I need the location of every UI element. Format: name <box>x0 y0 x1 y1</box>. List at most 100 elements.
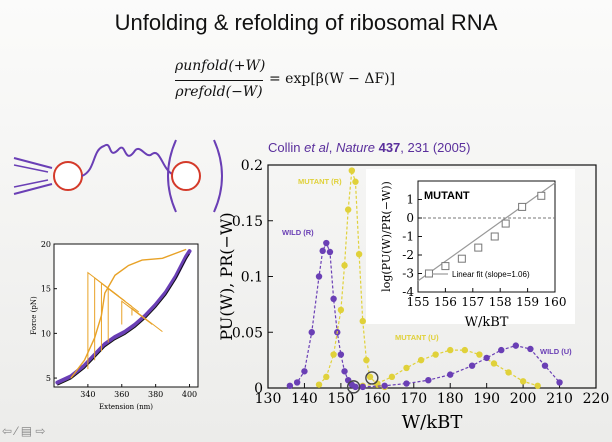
data-point <box>359 317 366 325</box>
x-tick-label: 156 <box>434 295 457 309</box>
data-point <box>425 376 432 384</box>
crossing-marker <box>365 371 379 385</box>
data-point <box>286 382 294 389</box>
data-point <box>315 381 323 388</box>
data-point <box>319 247 326 255</box>
data-point <box>344 206 352 213</box>
fraction-bar <box>175 80 263 81</box>
data-point <box>388 373 396 381</box>
citation-pages: , 231 (2005) <box>400 140 471 155</box>
nav-icons[interactable]: ⇦ ⁄ ▤ ⇨ <box>2 424 46 438</box>
x-tick-label: 160 <box>364 391 391 407</box>
data-point <box>541 362 549 369</box>
relax-trace <box>70 248 187 379</box>
x-tick-label: 157 <box>461 295 484 309</box>
data-point <box>403 380 410 387</box>
fit-line <box>417 182 556 282</box>
data-point <box>363 356 370 364</box>
series-annotation: MUTANT (R) <box>298 177 342 186</box>
x-tick-label: 150 <box>328 391 355 407</box>
data-point <box>348 167 356 174</box>
data-point <box>341 262 348 269</box>
data-point <box>355 251 363 258</box>
series-line <box>318 170 385 388</box>
data-point <box>308 329 315 336</box>
y-axis-label: PU(W), PR(−W) <box>217 212 236 340</box>
x-tick-label: 220 <box>583 391 610 407</box>
y-axis-label: Force (pN) <box>30 296 38 335</box>
citation-authors: Collin <box>268 140 305 155</box>
data-point <box>441 262 450 271</box>
y-tick-label: 1 <box>406 193 414 207</box>
data-point <box>461 346 468 354</box>
x-tick-label: 200 <box>510 391 537 407</box>
y-tick-label: -4 <box>402 285 414 299</box>
equation-rhs: = exp[β(W − ΔF)] <box>269 71 396 87</box>
data-point <box>483 354 490 362</box>
x-tick-label: 159 <box>516 295 539 309</box>
y-tick-label: 5 <box>46 374 51 383</box>
data-point <box>498 346 505 354</box>
x-tick-label: 340 <box>80 390 95 399</box>
y-tick-label: 0.15 <box>232 214 263 230</box>
y-tick-label: 20 <box>41 240 51 249</box>
y-tick-label: 15 <box>41 285 51 294</box>
data-point <box>417 356 425 364</box>
slide-navigation-toolbar[interactable]: ⇦ ⁄ ▤ ⇨ <box>2 424 45 440</box>
data-point <box>468 362 476 369</box>
x-tick-label: 158 <box>489 295 512 309</box>
y-tick-label: 10 <box>41 329 51 338</box>
equation-denominator: ρrefold(−W) <box>175 84 263 100</box>
data-point <box>381 382 388 389</box>
data-point <box>366 373 374 381</box>
data-point <box>490 360 498 367</box>
data-point <box>330 351 337 358</box>
y-tick-label: 0.05 <box>232 325 263 341</box>
x-tick-label: 130 <box>255 391 282 407</box>
data-point <box>326 248 334 256</box>
slide-title: Unfolding & refolding of ribosomal RNA <box>114 10 498 35</box>
data-point <box>527 345 534 353</box>
rip-trace <box>131 307 163 332</box>
data-point <box>490 232 499 241</box>
y-tick-label: 0.1 <box>241 270 263 286</box>
pull-trace <box>55 249 192 385</box>
data-point <box>534 382 541 389</box>
x-tick-label: 190 <box>473 391 500 407</box>
y-tick-label: -3 <box>402 267 414 281</box>
data-point <box>330 295 337 302</box>
y-tick-label: 0 <box>406 211 414 225</box>
x-tick-label: 380 <box>148 390 163 399</box>
y-tick-label: 0 <box>254 381 263 397</box>
data-point <box>323 373 330 381</box>
data-point <box>476 351 483 358</box>
data-point <box>352 178 359 185</box>
data-point <box>501 219 510 228</box>
data-point <box>352 383 359 391</box>
inset-title: MUTANT <box>424 190 470 202</box>
x-tick-label: 180 <box>437 391 464 407</box>
data-point <box>337 351 345 358</box>
x-tick-label: 170 <box>400 391 427 407</box>
data-point <box>447 371 454 378</box>
x-axis-label: Extension (nm) <box>99 403 153 411</box>
crossing-marker <box>346 380 361 394</box>
data-point <box>403 364 410 372</box>
data-point <box>315 273 323 280</box>
x-axis-label: W/kBT <box>465 315 509 330</box>
citation-journal: Nature <box>335 140 375 155</box>
pull-trace-core <box>57 253 190 386</box>
x-tick-label: 140 <box>291 391 318 407</box>
x-tick-label: 360 <box>114 390 129 399</box>
data-point <box>518 202 527 211</box>
x-tick-label: 210 <box>546 391 573 407</box>
equation-numerator: ρunfold(+W) <box>175 58 266 74</box>
data-point <box>505 369 512 376</box>
series-annotation: WILD (R) <box>282 228 314 237</box>
data-point <box>447 346 454 354</box>
x-tick-label: 155 <box>407 295 430 309</box>
series-line <box>362 345 561 388</box>
citation-etal: et al <box>304 140 329 155</box>
data-point <box>293 379 301 386</box>
